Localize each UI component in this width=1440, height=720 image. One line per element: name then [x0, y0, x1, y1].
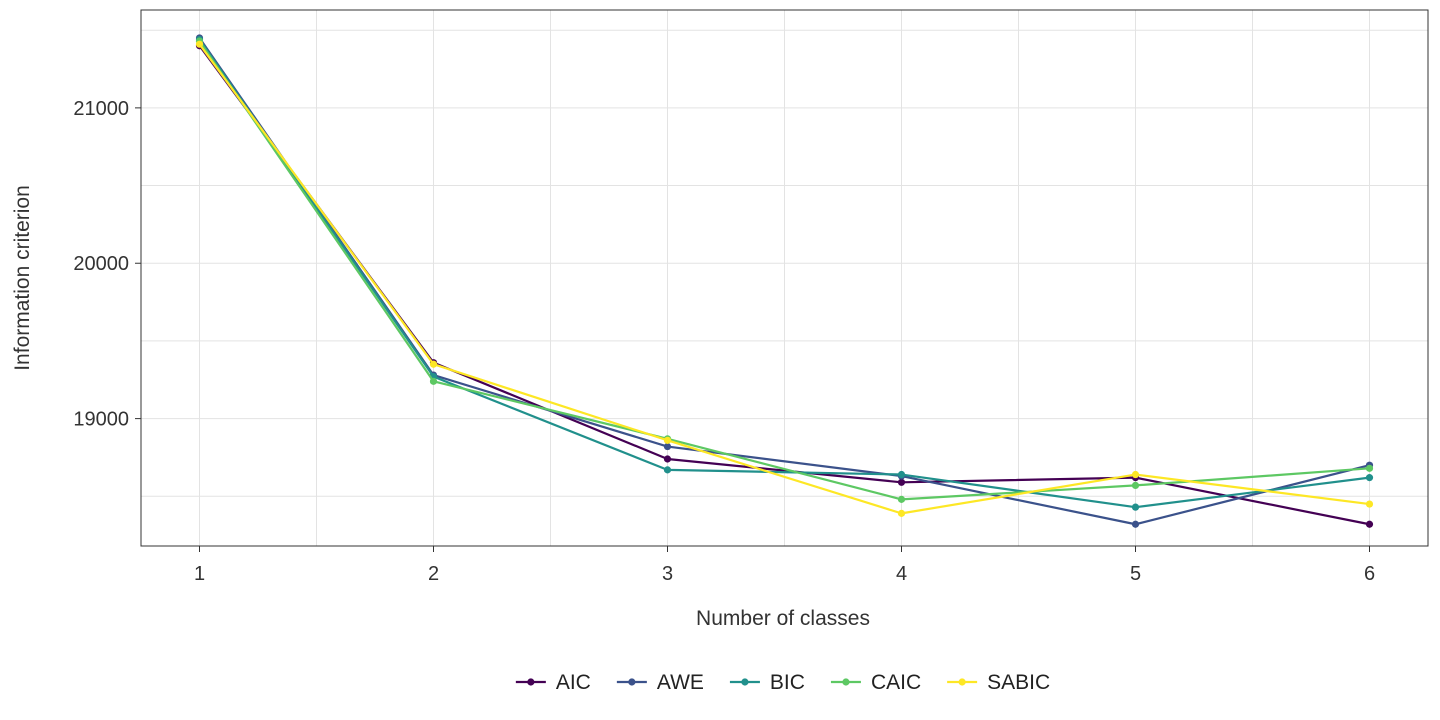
data-point-caic: [429, 377, 438, 385]
data-point-sabic: [663, 436, 672, 444]
series-line-sabic: [198, 43, 1370, 515]
legend-label: CAIC: [871, 671, 921, 694]
x-tick-label: 1: [194, 563, 205, 585]
data-point-caic: [897, 495, 906, 503]
x-tick-label: 6: [1364, 563, 1375, 585]
data-point-sabic: [897, 509, 906, 517]
legend-label: BIC: [770, 671, 805, 694]
legend-label: SABIC: [987, 671, 1050, 694]
legend-item-sabic: SABIC: [947, 671, 1050, 694]
y-tick-label: 19000: [73, 409, 129, 431]
data-point-awe: [663, 442, 672, 451]
plot-panel: [140, 9, 1429, 547]
y-tick-label: 21000: [73, 98, 129, 120]
legend-label: AWE: [657, 671, 704, 694]
data-point-sabic: [1365, 500, 1374, 508]
series-sabic: [195, 40, 1374, 517]
data-point-bic: [1131, 503, 1140, 511]
data-point-bic: [897, 470, 906, 479]
legend-key-point: [958, 678, 966, 686]
x-axis-title: Number of classes: [696, 607, 870, 630]
legend-label: AIC: [556, 671, 591, 694]
legend-item-awe: AWE: [616, 671, 704, 694]
axes: 1 2 3 4 5 6 19000 20000 21000: [73, 98, 1375, 585]
data-point-caic: [1365, 464, 1374, 472]
data-point-aic: [897, 478, 906, 486]
x-tick-label: 3: [662, 563, 673, 585]
data-point-caic: [1131, 481, 1140, 490]
x-tick-label: 5: [1130, 563, 1141, 585]
series-line-bic: [198, 38, 1370, 509]
data-point-bic: [663, 466, 672, 474]
legend-key-point: [741, 678, 749, 686]
series-lines: [195, 34, 1374, 528]
legend-key-point: [842, 678, 850, 686]
data-point-sabic: [195, 40, 204, 48]
legend-item-bic: BIC: [729, 671, 805, 694]
grid-lines: [141, 10, 1428, 546]
legend: AIC AWE BIC CAIC SABIC: [515, 671, 1050, 694]
x-tick-label: 2: [428, 563, 439, 585]
series-caic: [195, 37, 1374, 503]
data-point-sabic: [429, 360, 438, 368]
data-point-bic: [1365, 474, 1374, 482]
legend-key-point: [527, 678, 535, 686]
data-point-awe: [1131, 520, 1140, 528]
plot-border: [140, 9, 1429, 547]
data-point-aic: [663, 455, 672, 463]
legend-key-point: [628, 678, 636, 686]
data-point-sabic: [1131, 470, 1140, 479]
y-tick-label: 20000: [73, 253, 129, 275]
legend-item-aic: AIC: [515, 671, 591, 694]
legend-item-caic: CAIC: [830, 671, 921, 694]
data-point-aic: [1365, 520, 1374, 528]
x-tick-label: 4: [896, 563, 907, 585]
y-axis-title: Information criterion: [11, 185, 34, 371]
series-line-caic: [198, 40, 1370, 501]
